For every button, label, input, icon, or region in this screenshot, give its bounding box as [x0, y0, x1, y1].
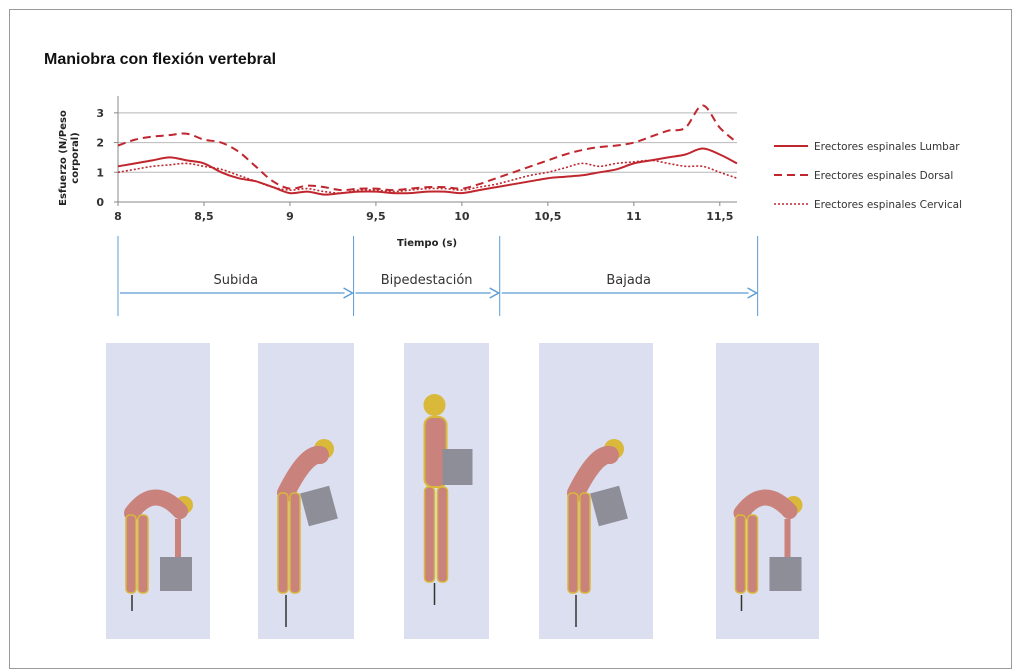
x-tick-label-0: 8: [114, 210, 122, 223]
musculoskeletal-figure: [124, 489, 193, 611]
legend-label-lumbar: Erectores espinales Lumbar: [814, 141, 960, 153]
x-axis-label: Tiempo (s): [397, 238, 457, 249]
figure-torso: [567, 446, 619, 502]
phase-label-0: Subida: [213, 273, 258, 288]
series-line-lumbar: [117, 147, 738, 196]
series-line-cervical: [117, 159, 738, 194]
chart-legend: Erectores espinales Lumbar Erectores espi…: [774, 141, 962, 211]
phase-label-2: Bajada: [606, 273, 651, 288]
figure-leg-left: [734, 514, 747, 594]
posture-illustration-4: [567, 439, 628, 627]
musculoskeletal-figure: [733, 489, 803, 611]
x-tick-label-7: 11,5: [706, 210, 733, 223]
figure-box: [160, 557, 192, 591]
figure-box: [300, 485, 338, 527]
phase-arrow-head-2: [747, 287, 759, 299]
musculoskeletal-figure: [277, 439, 338, 627]
y-tick-label-1: 1: [96, 166, 104, 179]
figure-title: Maniobra con flexión vertebral: [44, 51, 277, 68]
x-tick-label-1: 8,5: [194, 210, 214, 223]
posture-panel-3: [404, 343, 489, 639]
figure-leg-left: [423, 486, 436, 583]
x-tick-label-2: 9: [286, 210, 294, 223]
y-axis-label-line2: corporal): [70, 132, 81, 183]
posture-illustration-5: [733, 489, 803, 611]
phase-arrow-head-1: [489, 287, 501, 299]
phase-label-1: Bipedestación: [381, 273, 473, 288]
series-line-dorsal: [117, 104, 738, 192]
figure-torso: [124, 489, 188, 521]
figure-torso: [277, 446, 329, 502]
figure-torso: [733, 489, 798, 521]
figure-leg-left: [567, 492, 579, 594]
legend-label-cervical: Erectores espinales Cervical: [814, 199, 962, 211]
musculoskeletal-figure: [567, 439, 628, 627]
legend-label-dorsal: Erectores espinales Dorsal: [814, 170, 953, 182]
y-tick-label-0: 0: [96, 196, 104, 209]
figure-leg-left: [277, 492, 289, 594]
y-axis-label-line1: Esfuerzo (N/Peso: [58, 110, 69, 206]
y-tick-labels: 0 1 2 3: [96, 107, 104, 209]
phase-arrow-head-0: [343, 287, 355, 299]
x-tick-label-4: 10: [454, 210, 470, 223]
figure-head: [423, 394, 446, 416]
x-tick-label-6: 11: [626, 210, 641, 223]
posture-panel-5: [716, 343, 819, 639]
figure-leg-right: [137, 514, 149, 594]
figure-box: [769, 557, 802, 591]
y-tick-label-3: 3: [96, 107, 104, 120]
chart-series: [117, 104, 738, 196]
posture-panel-4: [539, 343, 653, 639]
y-tick-label-2: 2: [96, 137, 104, 150]
stress-line-chart: 0 1 2 3 8 8,5 9 9,5 10 10,5 11 11,5 Tiempo (s) Esf…: [58, 96, 962, 316]
posture-illustration-2: [277, 439, 338, 627]
phase-annotations: Subida Bipedestación Bajada: [117, 236, 759, 316]
figure-leg-right: [289, 492, 301, 594]
posture-illustration-3: [423, 394, 473, 605]
posture-panel-2: [258, 343, 354, 639]
figure-box: [442, 449, 473, 485]
x-tick-labels: 8 8,5 9 9,5 10 10,5 11 11,5: [114, 210, 733, 223]
chart-gridlines: [118, 112, 737, 173]
musculoskeletal-figure: [423, 394, 473, 605]
figure-leg-left: [125, 514, 137, 594]
figure-leg-right: [579, 492, 591, 594]
x-tick-label-5: 10,5: [534, 210, 561, 223]
figure-box: [590, 485, 628, 527]
posture-panel-1: [106, 343, 210, 639]
posture-illustration-1: [124, 489, 193, 611]
figure-leg-right: [746, 514, 759, 594]
figure-leg-right: [436, 486, 449, 583]
chart-axes: [114, 96, 737, 206]
x-tick-label-3: 9,5: [366, 210, 386, 223]
